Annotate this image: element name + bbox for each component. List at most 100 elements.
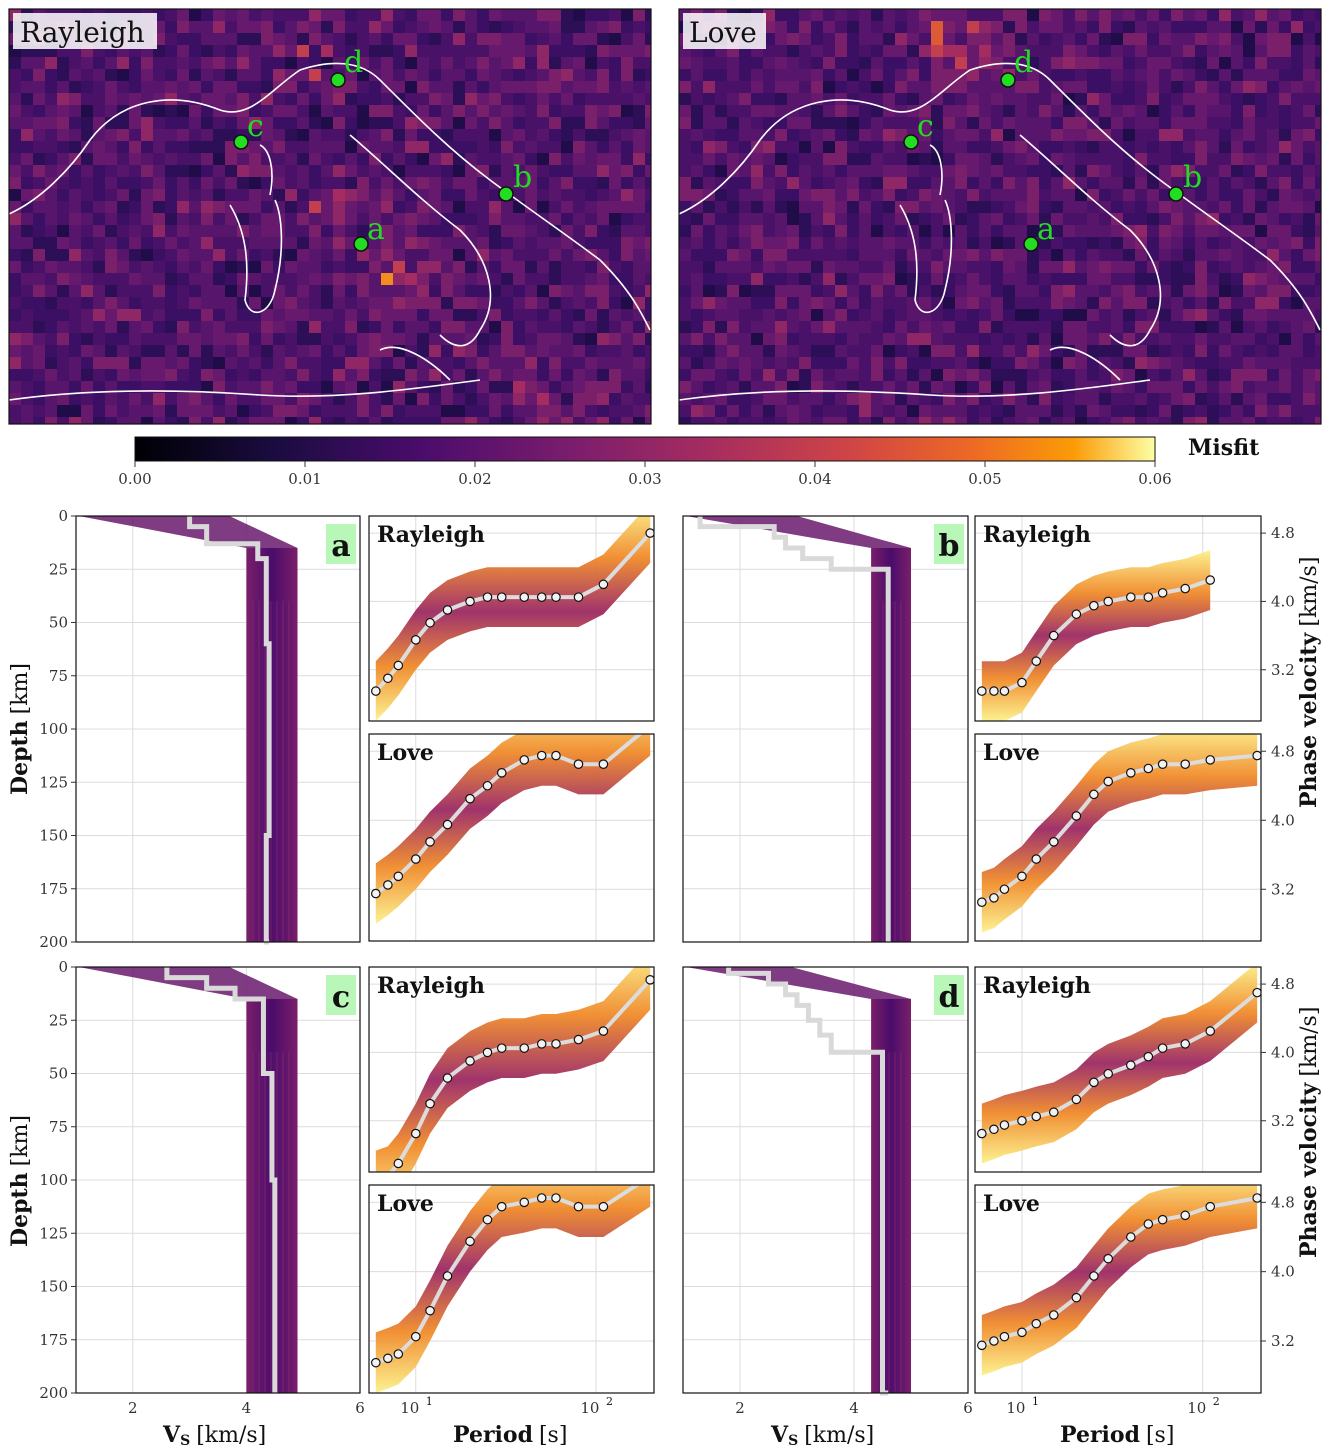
observed-point xyxy=(425,837,435,847)
heatmap-cell xyxy=(561,369,573,381)
heatmap-cell xyxy=(33,285,45,297)
heatmap-cell xyxy=(763,81,775,93)
heatmap-cell xyxy=(799,369,811,381)
heatmap-cell xyxy=(621,45,633,57)
heatmap-cell xyxy=(225,297,237,309)
heatmap-cell xyxy=(1135,177,1147,189)
heatmap-cell xyxy=(991,249,1003,261)
heatmap-cell xyxy=(573,69,585,81)
heatmap-cell xyxy=(1219,153,1231,165)
heatmap-cell xyxy=(597,213,609,225)
heatmap-cell xyxy=(1219,69,1231,81)
heatmap-cell xyxy=(345,285,357,297)
heatmap-cell xyxy=(751,249,763,261)
heatmap-cell xyxy=(1303,189,1315,201)
heatmap-cell xyxy=(763,225,775,237)
heatmap-cell xyxy=(93,237,105,249)
heatmap-cell xyxy=(105,417,117,424)
heatmap-cell xyxy=(907,105,919,117)
heatmap-cell xyxy=(405,93,417,105)
heatmap-cell xyxy=(309,321,321,333)
heatmap-cell xyxy=(189,285,201,297)
heatmap-cell xyxy=(393,69,405,81)
heatmap-cell xyxy=(285,273,297,285)
heatmap-cell xyxy=(1279,297,1291,309)
heatmap-cell xyxy=(549,357,561,369)
vs-profile-panel-d: d2 4 6 xyxy=(682,966,973,1417)
heatmap-cell xyxy=(297,297,309,309)
heatmap-cell xyxy=(895,405,907,417)
heatmap-cell xyxy=(775,81,787,93)
heatmap-cell xyxy=(309,201,321,213)
heatmap-cell xyxy=(501,333,513,345)
heatmap-cell xyxy=(105,81,117,93)
heatmap-cell xyxy=(1207,189,1219,201)
heatmap-cell xyxy=(1087,129,1099,141)
heatmap-cell xyxy=(333,21,345,33)
heatmap-cell xyxy=(489,369,501,381)
heatmap-cell xyxy=(9,81,21,93)
heatmap-cell xyxy=(57,201,69,213)
heatmap-cell xyxy=(153,405,165,417)
heatmap-cell xyxy=(45,321,57,333)
heatmap-cell xyxy=(381,129,393,141)
observed-point xyxy=(1180,759,1191,769)
heatmap-cell xyxy=(1315,153,1321,165)
heatmap-cell xyxy=(823,177,835,189)
heatmap-cell xyxy=(225,129,237,141)
heatmap-cell xyxy=(1195,369,1207,381)
heatmap-cell xyxy=(1207,33,1219,45)
heatmap-cell xyxy=(525,345,537,357)
heatmap-cell xyxy=(417,69,429,81)
heatmap-cell xyxy=(213,237,225,249)
heatmap-cell xyxy=(273,249,285,261)
heatmap-cell xyxy=(1063,417,1075,424)
heatmap-cell xyxy=(309,165,321,177)
heatmap-cell xyxy=(1219,81,1231,93)
heatmap-cell xyxy=(345,261,357,273)
heatmap-cell xyxy=(597,153,609,165)
heatmap-cell xyxy=(57,105,69,117)
heatmap-cell xyxy=(201,249,213,261)
heatmap-cell xyxy=(955,21,967,33)
heatmap-cell xyxy=(321,417,333,424)
heatmap-cell xyxy=(561,117,573,129)
heatmap-cell xyxy=(1195,165,1207,177)
heatmap-cell xyxy=(859,333,871,345)
heatmap-cell xyxy=(1267,225,1279,237)
heatmap-cell xyxy=(237,153,249,165)
heatmap-cell xyxy=(1159,369,1171,381)
heatmap-cell xyxy=(1267,393,1279,405)
heatmap-cell xyxy=(1183,141,1195,153)
heatmap-cell xyxy=(117,57,129,69)
heatmap-cell xyxy=(847,69,859,81)
heatmap-cell xyxy=(1279,33,1291,45)
heatmap-cell xyxy=(871,21,883,33)
heatmap-cell xyxy=(1279,261,1291,273)
heatmap-cell xyxy=(1315,357,1321,369)
heatmap-cell xyxy=(1075,201,1087,213)
heatmap-cell xyxy=(309,249,321,261)
heatmap-cell xyxy=(573,213,585,225)
observed-point xyxy=(645,975,654,985)
heatmap-cell xyxy=(1195,81,1207,93)
heatmap-cell xyxy=(213,165,225,177)
heatmap-cell xyxy=(105,213,117,225)
heatmap-cell xyxy=(129,381,141,393)
heatmap-cell xyxy=(561,309,573,321)
heatmap-cell xyxy=(703,273,715,285)
heatmap-cell xyxy=(69,369,81,381)
heatmap-cell xyxy=(489,225,501,237)
heatmap-cell xyxy=(1171,357,1183,369)
heatmap-cell xyxy=(381,57,393,69)
heatmap-cell xyxy=(703,417,715,424)
heatmap-cell xyxy=(1255,381,1267,393)
heatmap-cell xyxy=(955,213,967,225)
heatmap-cell xyxy=(703,297,715,309)
heatmap-cell xyxy=(751,393,763,405)
heatmap-cell xyxy=(393,369,405,381)
heatmap-cell xyxy=(573,297,585,309)
heatmap-cell xyxy=(129,165,141,177)
heatmap-cell xyxy=(549,417,561,424)
heatmap-cell xyxy=(489,21,501,33)
